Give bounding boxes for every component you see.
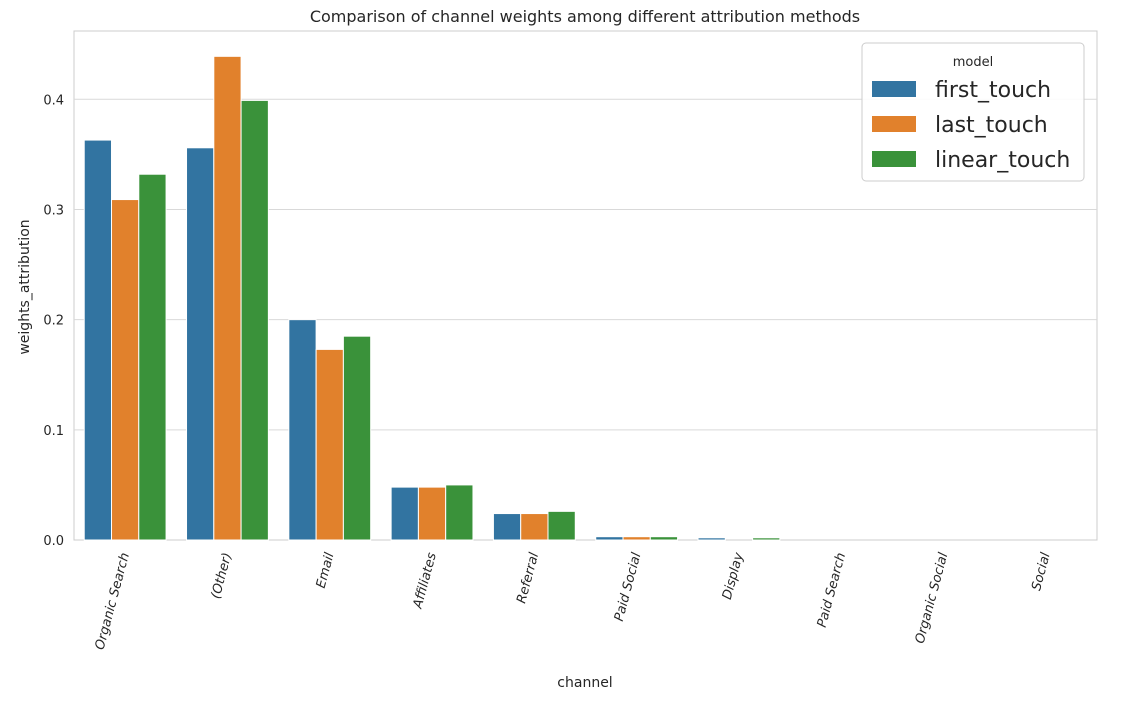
- legend: model first_touch last_touch linear_touch: [861, 42, 1085, 182]
- chart-title: Comparison of channel weights among diff…: [310, 7, 860, 26]
- y-tick-label: 0.4: [43, 93, 64, 108]
- x-tick-label: Affiliates: [410, 551, 440, 611]
- bar-linear_touch: [547, 510, 576, 541]
- x-tick-label: Display: [720, 551, 747, 601]
- bar-first_touch: [492, 513, 522, 541]
- x-tick-label: Organic Search: [93, 551, 133, 651]
- bar-linear_touch: [240, 99, 269, 541]
- bar-linear_touch: [649, 536, 679, 541]
- bar-first_touch: [697, 537, 726, 541]
- bar-first_touch: [595, 536, 624, 541]
- bar-first_touch: [83, 139, 113, 541]
- bar-first_touch: [390, 486, 419, 541]
- bar-last_touch: [111, 199, 140, 541]
- y-tick-label: 0.0: [43, 534, 64, 549]
- bar-last_touch: [315, 348, 344, 541]
- x-tick-label: Referral: [514, 551, 542, 605]
- y-axis-label: weights_attribution: [17, 219, 33, 354]
- bar-linear_touch: [445, 484, 474, 541]
- legend-swatch-last_touch: [872, 116, 916, 132]
- bar-linear_touch: [342, 335, 372, 541]
- x-tick-labels: Organic Search (Other) Email Affiliates Refe…: [93, 551, 1054, 652]
- x-axis-label: channel: [557, 675, 612, 691]
- legend-items: first_touch last_touch linear_touch: [872, 78, 1070, 173]
- legend-swatch-linear_touch: [872, 151, 916, 167]
- bar-last_touch: [622, 536, 651, 541]
- bar-linear_touch: [752, 537, 781, 541]
- x-tick-label: Social: [1029, 551, 1054, 592]
- bar-last_touch: [417, 486, 447, 541]
- legend-label-first_touch: first_touch: [935, 78, 1051, 103]
- x-tick-label: Email: [314, 551, 338, 590]
- bar-last_touch: [213, 55, 242, 541]
- x-tick-label: Paid Search: [815, 551, 849, 629]
- legend-swatch-first_touch: [872, 81, 916, 97]
- bar-first_touch: [186, 147, 215, 541]
- x-tick-label: Paid Social: [612, 551, 645, 623]
- y-tick-label: 0.1: [43, 424, 64, 439]
- legend-title: model: [953, 55, 993, 70]
- legend-box: [861, 42, 1085, 182]
- x-tick-label: Organic Social: [913, 551, 952, 646]
- y-tick-label: 0.2: [43, 314, 64, 329]
- x-tick-label: (Other): [209, 551, 236, 600]
- y-tick-label: 0.3: [43, 203, 64, 218]
- legend-label-last_touch: last_touch: [935, 113, 1048, 138]
- bars: [83, 55, 781, 541]
- bar-linear_touch: [138, 173, 167, 541]
- legend-label-linear_touch: linear_touch: [935, 148, 1070, 173]
- bar-first_touch: [288, 319, 317, 541]
- bar-last_touch: [520, 513, 549, 541]
- y-tick-labels: 0.0 0.1 0.2 0.3 0.4: [43, 93, 64, 549]
